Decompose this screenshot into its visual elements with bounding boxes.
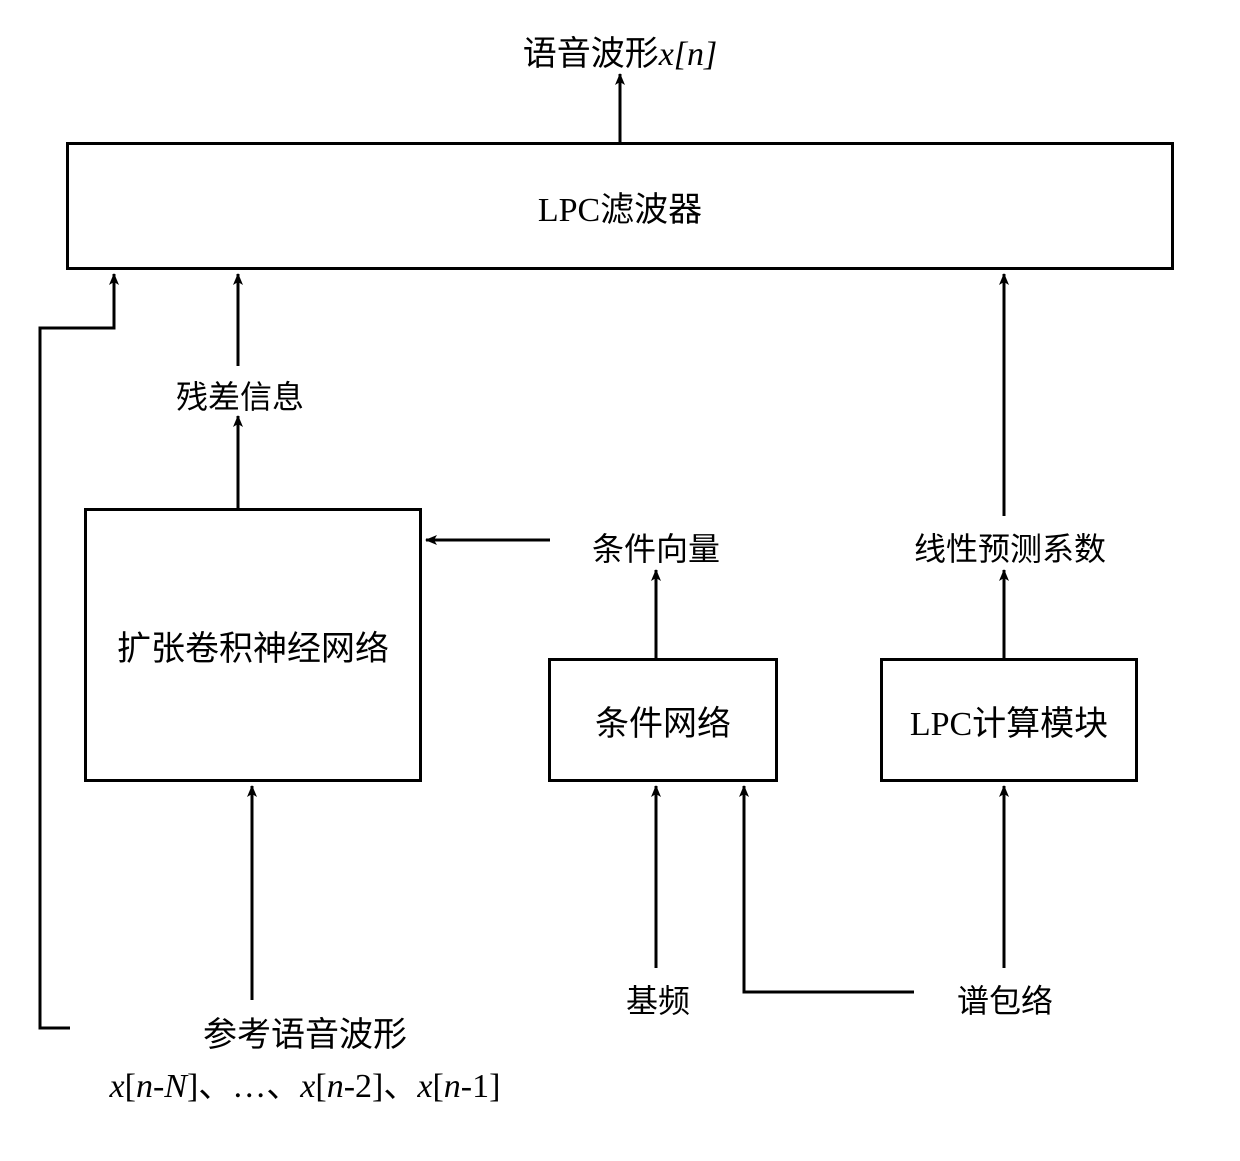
arrow-specenv-to-condnet	[744, 786, 914, 992]
arrow-ref-to-lpcfilter-left	[40, 274, 114, 1028]
arrows-svg	[0, 0, 1240, 1161]
